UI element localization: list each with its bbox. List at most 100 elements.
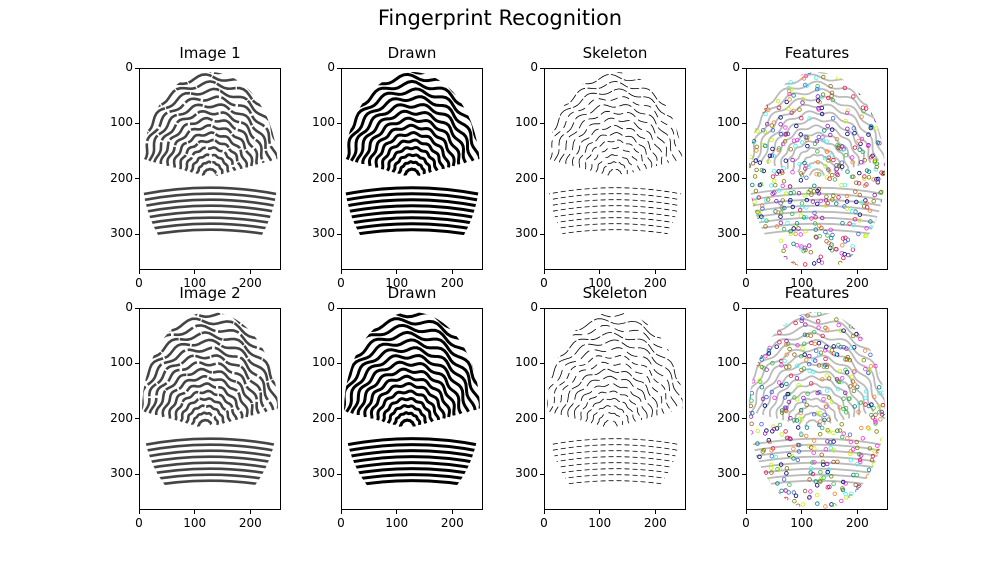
feature-point bbox=[874, 317, 879, 322]
feature-point bbox=[782, 244, 788, 249]
feature-point bbox=[757, 479, 762, 484]
x-tick-label: 200 bbox=[440, 516, 464, 530]
feature-point bbox=[866, 370, 871, 375]
feature-point bbox=[749, 411, 753, 416]
feature-point bbox=[765, 122, 770, 127]
feature-point bbox=[785, 391, 790, 397]
feature-point bbox=[797, 161, 802, 167]
feature-point bbox=[749, 139, 750, 144]
feature-point bbox=[782, 312, 787, 317]
feature-point bbox=[804, 433, 809, 439]
feature-point bbox=[791, 456, 796, 461]
feature-point bbox=[825, 233, 830, 238]
feature-point bbox=[787, 91, 792, 97]
x-tick-mark bbox=[801, 270, 803, 274]
feature-point bbox=[836, 195, 841, 200]
feature-point bbox=[849, 254, 855, 259]
feature-point bbox=[843, 239, 848, 244]
feature-point bbox=[749, 203, 753, 208]
ridge-line bbox=[585, 398, 636, 422]
feature-point bbox=[783, 488, 789, 494]
feature-point bbox=[769, 137, 774, 143]
image-axes bbox=[139, 68, 281, 270]
feature-point bbox=[797, 107, 802, 112]
feature-point bbox=[751, 217, 756, 223]
feature-point bbox=[857, 81, 862, 87]
feature-point bbox=[871, 405, 876, 411]
feature-point bbox=[875, 119, 880, 124]
ridge-line bbox=[558, 110, 669, 163]
feature-point bbox=[757, 454, 762, 459]
feature-point bbox=[875, 443, 880, 448]
feature-point bbox=[863, 80, 869, 85]
y-tick-mark bbox=[540, 473, 544, 475]
feature-point bbox=[823, 229, 828, 235]
feature-point bbox=[851, 126, 856, 131]
feature-point bbox=[858, 160, 864, 165]
feature-point bbox=[749, 94, 753, 99]
feature-point bbox=[801, 76, 807, 81]
feature-point bbox=[777, 105, 782, 110]
feature-point bbox=[798, 132, 803, 137]
feature-point bbox=[783, 158, 788, 163]
feature-point bbox=[845, 252, 851, 258]
ridge-line bbox=[547, 72, 683, 136]
feature-point bbox=[878, 250, 884, 255]
y-tick-mark bbox=[135, 418, 139, 420]
feature-point bbox=[878, 114, 883, 119]
feature-point bbox=[780, 183, 785, 189]
feature-point bbox=[869, 247, 874, 252]
feature-point bbox=[778, 220, 783, 225]
feature-point bbox=[863, 233, 868, 239]
feature-point bbox=[866, 81, 872, 86]
feature-point bbox=[815, 84, 820, 89]
feature-point bbox=[857, 451, 862, 457]
ridge-line bbox=[344, 312, 480, 403]
feature-point bbox=[822, 155, 828, 161]
y-tick-mark bbox=[742, 418, 746, 420]
ridge-line bbox=[344, 192, 480, 203]
x-tick-mark bbox=[599, 510, 601, 514]
feature-point bbox=[819, 452, 824, 457]
feature-point bbox=[843, 410, 849, 415]
feature-point bbox=[875, 466, 881, 471]
y-tick-mark bbox=[337, 362, 341, 364]
y-tick-label: 200 bbox=[312, 410, 335, 425]
feature-point bbox=[815, 501, 820, 506]
feature-point bbox=[839, 422, 844, 427]
feature-point bbox=[796, 425, 801, 430]
feature-point bbox=[816, 172, 822, 177]
feature-point bbox=[763, 143, 768, 148]
feature-point bbox=[761, 217, 766, 223]
feature-point bbox=[753, 158, 758, 163]
feature-point bbox=[824, 461, 830, 467]
feature-point bbox=[875, 356, 880, 361]
ridge-line bbox=[547, 312, 683, 381]
feature-point bbox=[856, 181, 862, 186]
feature-point bbox=[849, 491, 854, 496]
ridge-line bbox=[142, 449, 278, 459]
feature-point bbox=[838, 328, 843, 333]
feature-point bbox=[804, 425, 810, 430]
fingerprint-image bbox=[547, 72, 683, 238]
x-tick-mark bbox=[340, 510, 342, 514]
x-tick-label: 200 bbox=[845, 516, 869, 530]
feature-point bbox=[863, 198, 868, 203]
feature-point bbox=[807, 368, 812, 374]
feature-point bbox=[880, 437, 885, 442]
feature-point bbox=[826, 95, 831, 101]
feature-point bbox=[841, 396, 846, 401]
feature-point bbox=[839, 182, 844, 188]
feature-point bbox=[875, 465, 881, 471]
feature-point bbox=[783, 264, 788, 269]
feature-point bbox=[837, 428, 843, 433]
feature-point bbox=[793, 231, 798, 237]
x-tick-mark bbox=[856, 510, 858, 514]
feature-point bbox=[864, 251, 870, 257]
feature-point bbox=[758, 181, 764, 187]
feature-point bbox=[749, 201, 752, 206]
ridge-line bbox=[547, 312, 683, 400]
feature-point bbox=[856, 499, 862, 504]
feature-point bbox=[754, 167, 759, 173]
